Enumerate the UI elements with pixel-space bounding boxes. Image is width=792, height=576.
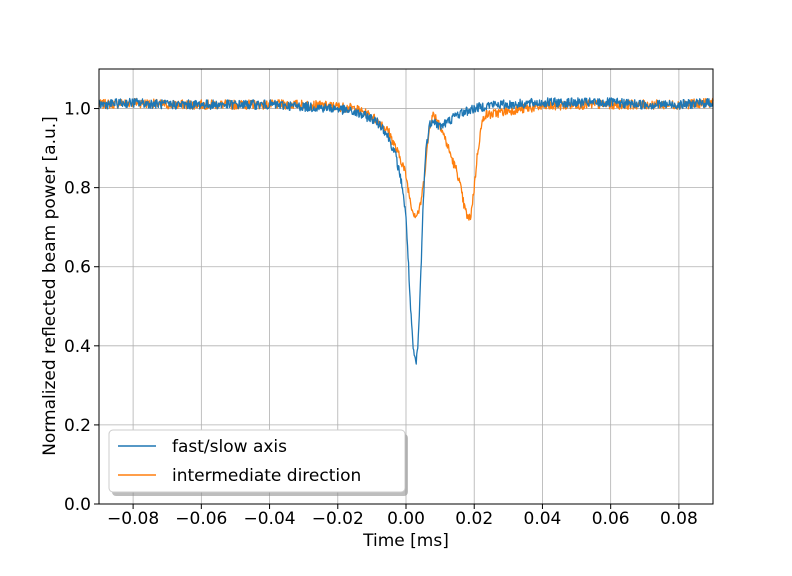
y-tick-label: 0.8 (64, 179, 91, 199)
x-axis-label: Time [ms] (362, 531, 449, 551)
legend: fast/slow axis intermediate direction (108, 429, 408, 496)
x-tick-label: 0.00 (387, 509, 425, 529)
x-tick-label: −0.04 (244, 509, 296, 529)
y-tick-label: 0.0 (64, 495, 91, 515)
x-tick-label: 0.02 (455, 509, 493, 529)
x-axis-ticks: −0.08 −0.06 −0.04 −0.02 0.00 0.02 0.04 0.06 0.08 (107, 504, 698, 529)
x-tick-label: −0.02 (312, 509, 364, 529)
y-tick-label: 1.0 (64, 100, 91, 120)
legend-box (108, 429, 406, 493)
x-tick-label: 0.06 (592, 509, 630, 529)
series-line-1 (98, 97, 714, 221)
series-line-0 (98, 97, 714, 365)
x-tick-label: 0.04 (524, 509, 562, 529)
series-layer (98, 97, 714, 365)
y-tick-label: 0.6 (64, 258, 91, 278)
y-axis-ticks: 0.0 0.2 0.4 0.6 0.8 1.0 (64, 100, 99, 515)
x-tick-label: −0.06 (175, 509, 227, 529)
y-tick-label: 0.4 (64, 337, 91, 357)
y-axis-label: Normalized reflected beam power [a.u.] (40, 116, 60, 456)
legend-label-intermediate-direction: intermediate direction (172, 466, 361, 486)
x-tick-label: 0.08 (660, 509, 698, 529)
y-tick-label: 0.2 (64, 416, 91, 436)
x-tick-label: −0.08 (107, 509, 159, 529)
legend-label-fast-slow-axis: fast/slow axis (172, 437, 287, 457)
